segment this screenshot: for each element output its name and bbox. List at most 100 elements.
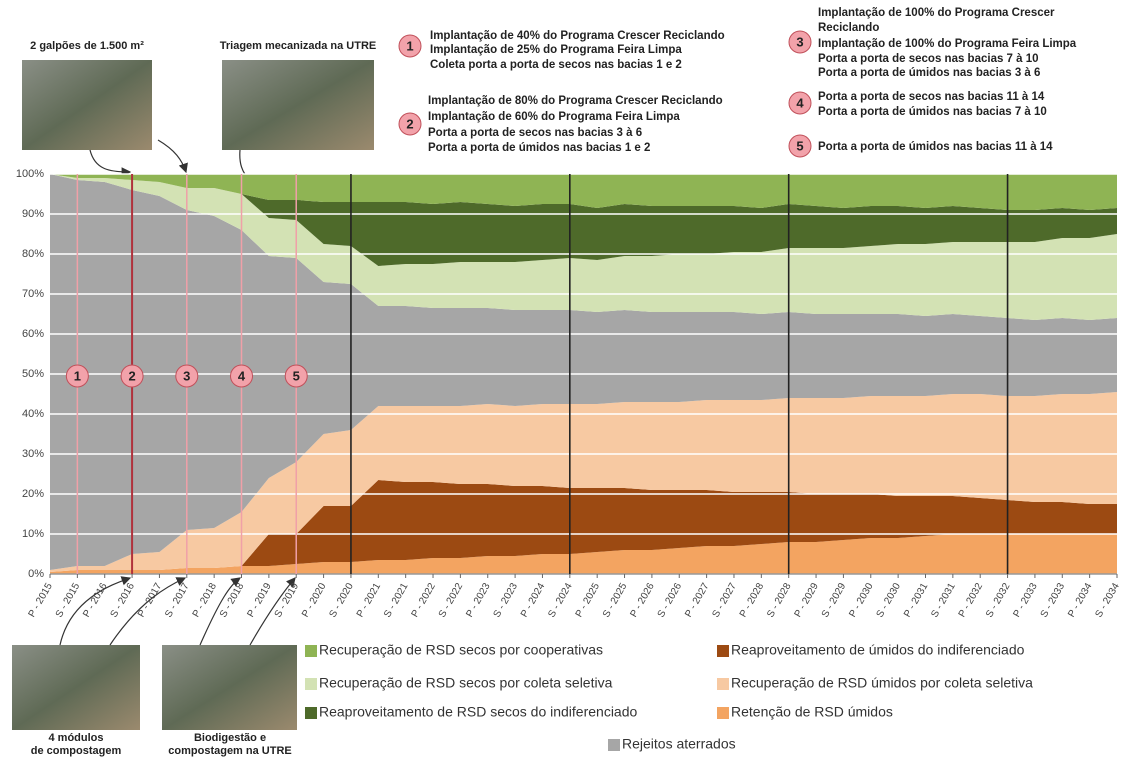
legend-label: Reaproveitamento de úmidos do indiferenc… [731,642,1025,658]
arrow [157,139,188,174]
photo-caption: compostagem na UTRE [168,745,291,757]
x-tick-label: P - 2025 [574,581,603,619]
legend-swatch [717,645,729,657]
photo-caption: de compostagem [31,745,122,757]
photo [12,645,140,730]
x-tick-label: P - 2031 [902,581,931,619]
arrow [249,577,296,646]
x-tick-label: S - 2022 [437,581,466,620]
legend-label: Retenção de RSD úmidos [731,704,893,720]
legend-label: Recuperação de RSD secos por cooperativa… [319,642,603,658]
annotation-text: Implantação de 25% do Programa Feira Lim… [430,44,682,56]
area [50,174,1117,266]
annotation-number: 1 [406,38,413,53]
y-tick-label: 10% [22,528,44,540]
annotation-text: Implantação de 40% do Programa Crescer R… [430,30,725,42]
x-tick-label: P - 2033 [1011,581,1040,619]
milestone-marker [65,364,89,388]
legend-label: Rejeitos aterrados [622,736,736,752]
milestone-marker [120,364,144,388]
x-tick-label: S - 2016 [109,581,138,620]
milestone-label: 3 [183,368,190,383]
annotation-text: Implantação de 80% do Programa Crescer R… [428,95,723,107]
x-tick-label: S - 2020 [327,581,356,620]
annotation-marker [398,34,422,58]
x-tick-label: P - 2020 [300,581,329,619]
y-tick-label: 30% [22,448,44,460]
y-tick-label: 80% [22,248,44,260]
x-tick-label: P - 2032 [957,581,986,619]
annotation-text: Implantação de 60% do Programa Feira Lim… [428,111,680,123]
annotation-text: Reciclando [818,22,879,34]
photo-caption: Triagem mecanizada na UTRE [220,40,377,52]
x-tick-label: S - 2034 [1093,581,1122,620]
y-tick-label: 50% [22,368,44,380]
milestone-marker [284,364,308,388]
photo [22,60,152,150]
y-tick-label: 20% [22,488,44,500]
annotation-text: Porta a porta de secos nas bacias 7 à 10 [818,53,1039,65]
annotation-text: Implantação de 100% do Programa Crescer [818,7,1055,19]
annotation-text: Porta a porta de secos nas bacias 11 à 1… [818,91,1045,103]
legend-swatch [305,678,317,690]
legend-label: Recuperação de RSD úmidos por coleta sel… [731,675,1033,691]
milestone-marker [175,364,199,388]
x-tick-label: S - 2025 [601,581,630,620]
area [50,174,1117,210]
x-tick-label: P - 2028 [738,581,767,619]
x-tick-label: S - 2029 [820,581,849,620]
photo [162,645,297,730]
y-tick-label: 90% [22,208,44,220]
x-tick-label: S - 2015 [54,581,83,620]
arrow [59,576,132,646]
y-tick-label: 60% [22,328,44,340]
milestone-label: 1 [74,368,81,383]
legend-swatch [305,645,317,657]
legend-swatch [608,739,620,751]
annotation-number: 4 [796,95,804,110]
annotation-number: 3 [796,34,803,49]
x-tick-label: P - 2029 [793,581,822,619]
milestone-label: 2 [128,368,135,383]
x-tick-label: S - 2026 [656,581,685,620]
x-tick-label: P - 2015 [27,581,56,619]
x-tick-label: S - 2023 [492,581,521,620]
x-tick-label: P - 2024 [519,581,548,619]
x-tick-label: S - 2021 [382,581,411,620]
x-tick-label: P - 2017 [136,581,165,619]
annotation-number: 5 [796,138,803,153]
arrow [89,149,132,177]
area [50,534,1117,574]
legend-label: Recuperação de RSD secos por coleta sele… [319,675,613,691]
x-tick-label: S - 2019 [273,581,302,620]
legend-swatch [305,707,317,719]
annotation-marker [788,91,812,115]
x-tick-label: P - 2016 [81,581,110,619]
y-tick-label: 0% [28,568,44,580]
photo-caption: Biodigestão e [194,732,266,744]
y-tick-label: 100% [16,168,44,180]
annotation-text: Coleta porta a porta de secos nas bacias… [430,59,682,71]
annotation-text: Porta a porta de úmidos nas bacias 11 à … [818,141,1053,153]
x-tick-label: S - 2024 [546,581,575,620]
arrow [199,577,241,646]
annotation-text: Porta a porta de úmidos nas bacias 1 e 2 [428,142,650,154]
photo-caption: 4 módulos [48,732,103,744]
x-tick-label: S - 2032 [984,581,1013,620]
annotation-marker [788,134,812,158]
y-tick-label: 70% [22,288,44,300]
x-tick-label: P - 2027 [683,581,712,619]
x-tick-label: S - 2030 [875,581,904,620]
annotation-marker [788,30,812,54]
area [50,174,1117,320]
legend-label: Reaproveitamento de RSD secos do indifer… [319,704,638,720]
photo [222,60,374,150]
x-tick-label: P - 2022 [410,581,439,619]
annotation-marker [398,112,422,136]
annotation-text: Implantação de 100% do Programa Feira Li… [818,38,1077,50]
x-tick-label: S - 2027 [710,581,739,620]
photos [12,60,374,730]
x-tick-label: P - 2023 [464,581,493,619]
milestone-label: 5 [293,368,300,383]
